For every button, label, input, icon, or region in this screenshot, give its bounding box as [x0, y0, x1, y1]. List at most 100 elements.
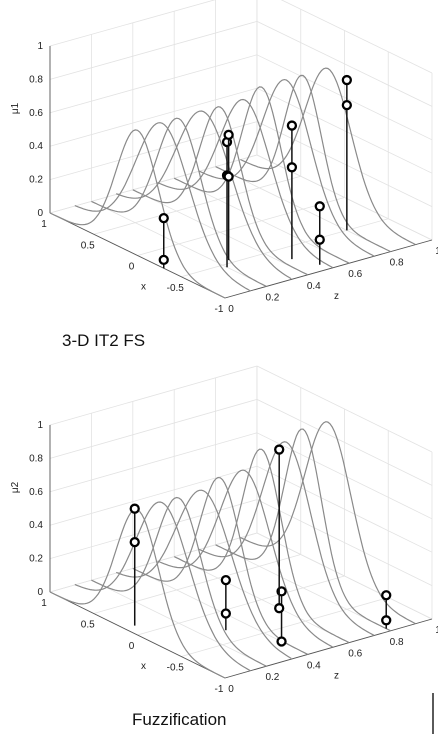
- lower-membership-point: [274, 603, 285, 614]
- membership-stems: [129, 444, 392, 647]
- y-tick-label: 0: [228, 684, 234, 695]
- y-tick-label: 0.2: [265, 292, 279, 303]
- gridline: [93, 554, 301, 614]
- x-axis: [49, 591, 226, 679]
- gridline: [132, 189, 308, 276]
- lower-membership-point: [381, 615, 392, 626]
- plot-mu2-fuzzification: 0 0.2 0.4 0.6 0.8 1 1 0.5 0 -0.5 -1 0 0.2 0.4 0.6 0.8 1 μ…: [10, 365, 438, 729]
- series-line: [157, 469, 333, 648]
- z-tick-label: 0.6: [29, 487, 43, 498]
- grid: [49, 0, 433, 299]
- x-tick-label: -1: [215, 684, 224, 695]
- z-tick-label: 1: [37, 420, 43, 431]
- upper-membership-point: [381, 590, 392, 601]
- y-tick-label: 0.8: [390, 258, 404, 269]
- z-tick-label: 0.2: [29, 175, 43, 186]
- x-tick-label: -1: [215, 304, 224, 315]
- grid: [49, 365, 433, 679]
- lower-membership-point: [129, 536, 140, 548]
- x-axis-label: x: [141, 282, 146, 293]
- z-tick-label: 0: [37, 587, 43, 598]
- z-tick-label: 1: [37, 41, 43, 52]
- plot-mu1-3d-it2-fs: 0 0.2 0.4 0.6 0.8 1 1 0.5 0 -0.5 -1 0 0.2 0.4 0.6 0.8 1 μ…: [10, 0, 438, 350]
- z-axis-label: μ2: [10, 481, 21, 493]
- series-line: [115, 110, 292, 280]
- gridline: [174, 556, 350, 643]
- x-tick-label: 1: [41, 598, 47, 609]
- y-axis-label: z: [334, 671, 339, 682]
- x-tick-label: 0: [129, 641, 135, 652]
- series-line: [115, 489, 292, 659]
- y-tick-label: 0.6: [348, 269, 362, 280]
- y-tick-label: 1: [435, 625, 438, 636]
- upper-membership-point: [314, 201, 325, 212]
- z-tick-label: 0.4: [29, 520, 43, 531]
- series-line: [157, 98, 333, 269]
- gridline: [49, 465, 258, 526]
- z-tick-label: 0.4: [29, 141, 43, 152]
- gridline: [256, 154, 433, 241]
- z-tick-label: 0.2: [29, 554, 43, 565]
- y-tick-label: 0.8: [390, 637, 404, 648]
- gridline: [93, 175, 301, 235]
- gridline: [174, 177, 350, 264]
- upper-membership-point: [158, 212, 169, 224]
- series-line: [74, 501, 251, 671]
- tick-labels: 0 0.2 0.4 0.6 0.8 1 1 0.5 0 -0.5 -1 0 0.2 0.4 0.6 0.8 1: [29, 41, 438, 315]
- lower-membership-point: [341, 99, 353, 111]
- series-line: [91, 117, 267, 287]
- gridline: [49, 499, 258, 559]
- series-line: [198, 441, 375, 636]
- gridline: [49, 154, 258, 214]
- x-tick-label: 0.5: [81, 620, 95, 631]
- y-tick-label: 1: [435, 246, 438, 257]
- lower-membership-point: [220, 608, 232, 619]
- x-tick-label: -0.5: [167, 283, 185, 294]
- upper-membership-point: [129, 503, 140, 514]
- gridline: [91, 579, 267, 667]
- upper-membership-point: [220, 574, 232, 586]
- panel-caption: 3-D IT2 FS: [62, 331, 145, 350]
- y-tick-label: 0.4: [307, 281, 321, 292]
- x-tick-label: -0.5: [167, 663, 185, 674]
- upper-membership-point: [223, 129, 234, 141]
- y-tick-label: 0: [228, 304, 234, 315]
- gridline: [49, 399, 258, 459]
- z-tick-label: 0: [37, 208, 43, 219]
- x-tick-label: 0: [129, 262, 135, 273]
- z-axis-label: μ1: [10, 102, 21, 114]
- panel-caption: Fuzzification: [132, 710, 226, 729]
- x-axis: [49, 212, 226, 299]
- membership-stems: [158, 74, 353, 269]
- x-tick-label: 1: [41, 219, 47, 230]
- gridline: [49, 365, 258, 426]
- series-line: [49, 129, 226, 299]
- gridline: [49, 21, 258, 80]
- upper-membership-point: [286, 120, 298, 131]
- gridline: [137, 575, 345, 636]
- series-line: [74, 122, 251, 292]
- lower-membership-point: [286, 162, 298, 173]
- series-line: [215, 74, 391, 253]
- upper-membership-point: [274, 444, 285, 455]
- gridline: [181, 218, 389, 278]
- gridline: [49, 532, 258, 593]
- z-tick-label: 0.8: [29, 74, 43, 85]
- gridline: [49, 0, 216, 47]
- lower-membership-point: [314, 234, 325, 245]
- z-tick-label: 0.6: [29, 108, 43, 119]
- upper-membership-point: [341, 74, 353, 86]
- y-tick-label: 0.4: [307, 660, 321, 671]
- gridline: [49, 54, 258, 114]
- gridline: [181, 597, 389, 657]
- tick-labels: 0 0.2 0.4 0.6 0.8 1 1 0.5 0 -0.5 -1 0 0.2 0.4 0.6 0.8 1: [29, 420, 438, 695]
- y-axis: [224, 618, 433, 679]
- z-tick-label: 0.8: [29, 453, 43, 464]
- gridline: [215, 166, 391, 252]
- y-tick-label: 0.6: [348, 649, 362, 660]
- y-axis-label: z: [334, 291, 339, 302]
- gridline: [49, 432, 258, 493]
- x-axis-label: x: [141, 661, 146, 672]
- lower-membership-point: [158, 254, 169, 266]
